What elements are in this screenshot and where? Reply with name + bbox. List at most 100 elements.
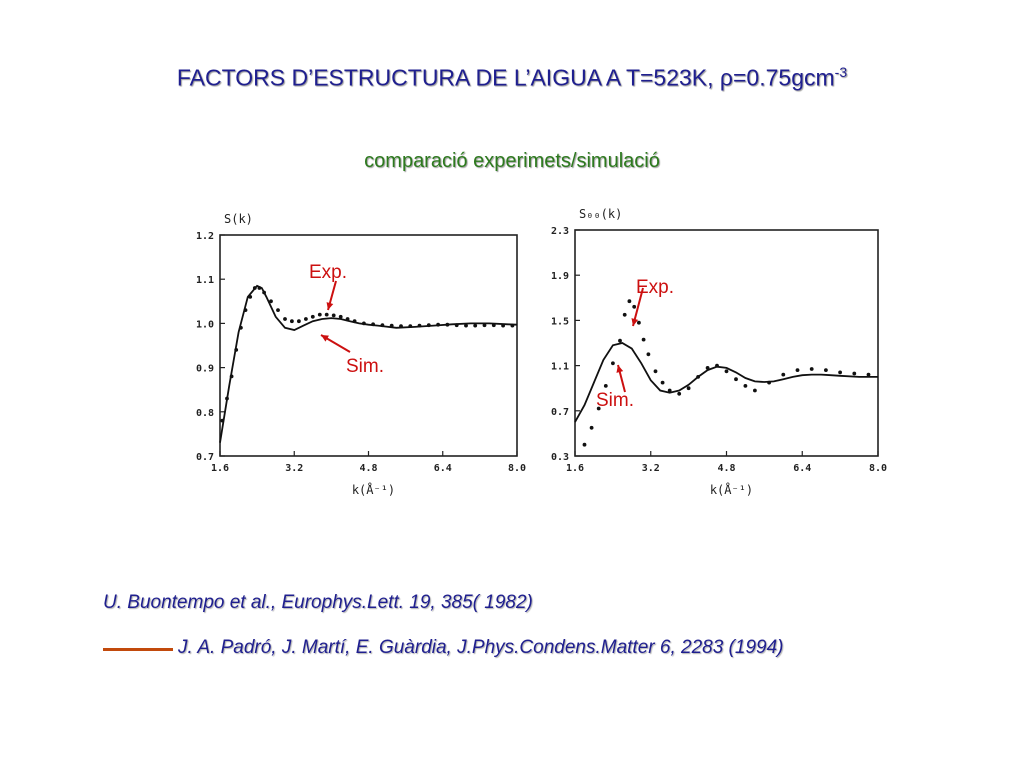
y-tick-label: 1.2 [196, 231, 214, 242]
y-axis-label: S₀₀(k) [579, 207, 622, 221]
x-tick-label: 4.8 [717, 463, 735, 474]
experiment-point [225, 396, 229, 401]
experiment-point [283, 317, 287, 321]
experiment-point [852, 371, 857, 376]
x-tick-label: 3.2 [285, 463, 303, 474]
experiment-point [767, 380, 771, 385]
experiment-point [276, 308, 280, 312]
y-tick-label: 0.8 [196, 408, 214, 419]
experiment-point [632, 304, 637, 309]
experiment-point [622, 312, 627, 317]
plot-frame [219, 234, 518, 457]
experiment-point [705, 366, 710, 370]
experiment-point [408, 324, 413, 328]
reference-experiment-text: U. Buontempo et al., Europhys.Lett. 19, … [103, 592, 533, 613]
experiment-point [696, 375, 700, 379]
experiment-point [324, 312, 329, 317]
experiment-point [371, 322, 375, 327]
experiment-point [338, 314, 343, 319]
experiment-point [603, 384, 608, 388]
x-tick-label: 8.0 [869, 463, 887, 474]
experiment-point [352, 319, 357, 324]
experiment-point [345, 317, 350, 321]
arrow-sim-head [616, 365, 624, 373]
experiment-point [304, 317, 308, 321]
experiment-point [838, 370, 842, 375]
experiment-point [454, 323, 459, 328]
annotation-exp: Exp. [309, 262, 347, 283]
experiment-point [653, 369, 658, 374]
experiment-point [824, 368, 828, 372]
experiment-point [269, 299, 273, 304]
y-tick-label: 1.9 [551, 271, 569, 282]
line-legend-marker [103, 648, 173, 651]
experiment-point [627, 299, 632, 304]
experiment-point [743, 384, 748, 388]
experiment-point [239, 325, 243, 330]
experiment-point [618, 338, 622, 343]
experiment-point [248, 295, 253, 299]
annotation-sim: Sim. [346, 356, 384, 377]
experiment-point [795, 368, 800, 372]
chart-panel-1: 1.6 3.2 4.8 6.4 8.0 0.7 0.8 0.9 1.0 1.1 1.2 S(k) k(Å… [196, 212, 526, 497]
y-tick-label: 1.1 [551, 362, 569, 373]
structure-factor-charts: 1.6 3.2 4.8 6.4 8.0 0.7 0.8 0.9 1.0 1.1 1.2 S(k) k(Å… [196, 207, 887, 497]
experiment-point [637, 320, 641, 325]
experiment-point [677, 391, 682, 396]
experiment-point [426, 323, 431, 328]
arrow-sim-head [321, 335, 329, 342]
experiment-point [436, 322, 440, 327]
experiment-point [781, 372, 786, 377]
experiment-point [380, 323, 385, 328]
experiment-point [220, 418, 225, 423]
y-tick-label: 0.3 [551, 452, 569, 463]
experiment-point [753, 388, 757, 393]
experiment-point [641, 337, 646, 342]
experiment-point [589, 425, 594, 430]
y-tick-label: 1.1 [196, 275, 214, 286]
experiment-point [243, 308, 248, 312]
page-title-superscript: -3 [834, 64, 848, 80]
reference-experiment: U. Buontempo et al., Europhys.Lett. 19, … [95, 592, 533, 614]
experiment-point [646, 352, 651, 357]
x-axis-label: k(Å⁻¹) [352, 482, 395, 497]
experiment-point [252, 286, 257, 290]
experiment-point [317, 312, 322, 317]
y-tick-label: 0.7 [551, 407, 569, 418]
y-tick-label: 0.7 [196, 452, 214, 463]
y-axis-label: S(k) [224, 212, 253, 226]
experiment-point [362, 321, 366, 326]
experiment-point [297, 319, 301, 324]
x-tick-label: 4.8 [359, 463, 377, 474]
experiment-point [389, 323, 394, 328]
x-tick-label: 6.4 [434, 463, 452, 474]
x-axis-label: k(Å⁻¹) [710, 482, 753, 497]
y-tick-label: 1.5 [551, 316, 569, 327]
annotation-exp: Exp. [636, 277, 674, 298]
experiment-point [310, 314, 315, 319]
experiment-point [234, 348, 239, 352]
experiment-point [229, 374, 234, 379]
experiment-point [399, 324, 403, 328]
page-title: FACTORS D’ESTRUCTURA DE L’AIGUA A T=523K… [0, 64, 1024, 92]
experiment-point [686, 386, 691, 391]
experiment-point [510, 323, 515, 328]
experiment-point [866, 372, 871, 377]
experiment-point [257, 286, 262, 290]
experiment-point [331, 313, 336, 318]
experiment-point [596, 406, 601, 411]
experiment-point [417, 323, 422, 328]
y-tick-label: 1.0 [196, 319, 214, 330]
experiment-point [724, 369, 729, 374]
x-tick-label: 1.6 [211, 463, 229, 474]
experiment-point [667, 388, 672, 393]
experiment-point [734, 377, 738, 382]
x-tick-label: 8.0 [508, 463, 526, 474]
experiment-point [660, 380, 665, 385]
chart-panel-2: 1.6 3.2 4.8 6.4 8.0 0.3 0.7 1.1 1.5 1.9 2.3 S₀₀(k) k… [551, 207, 887, 497]
experiment-point [290, 319, 294, 324]
annotation-sim: Sim. [596, 390, 634, 411]
arrow-exp-head [326, 302, 334, 310]
page-subtitle: comparació experimets/simulació [364, 150, 660, 172]
experiment-point [582, 442, 587, 447]
